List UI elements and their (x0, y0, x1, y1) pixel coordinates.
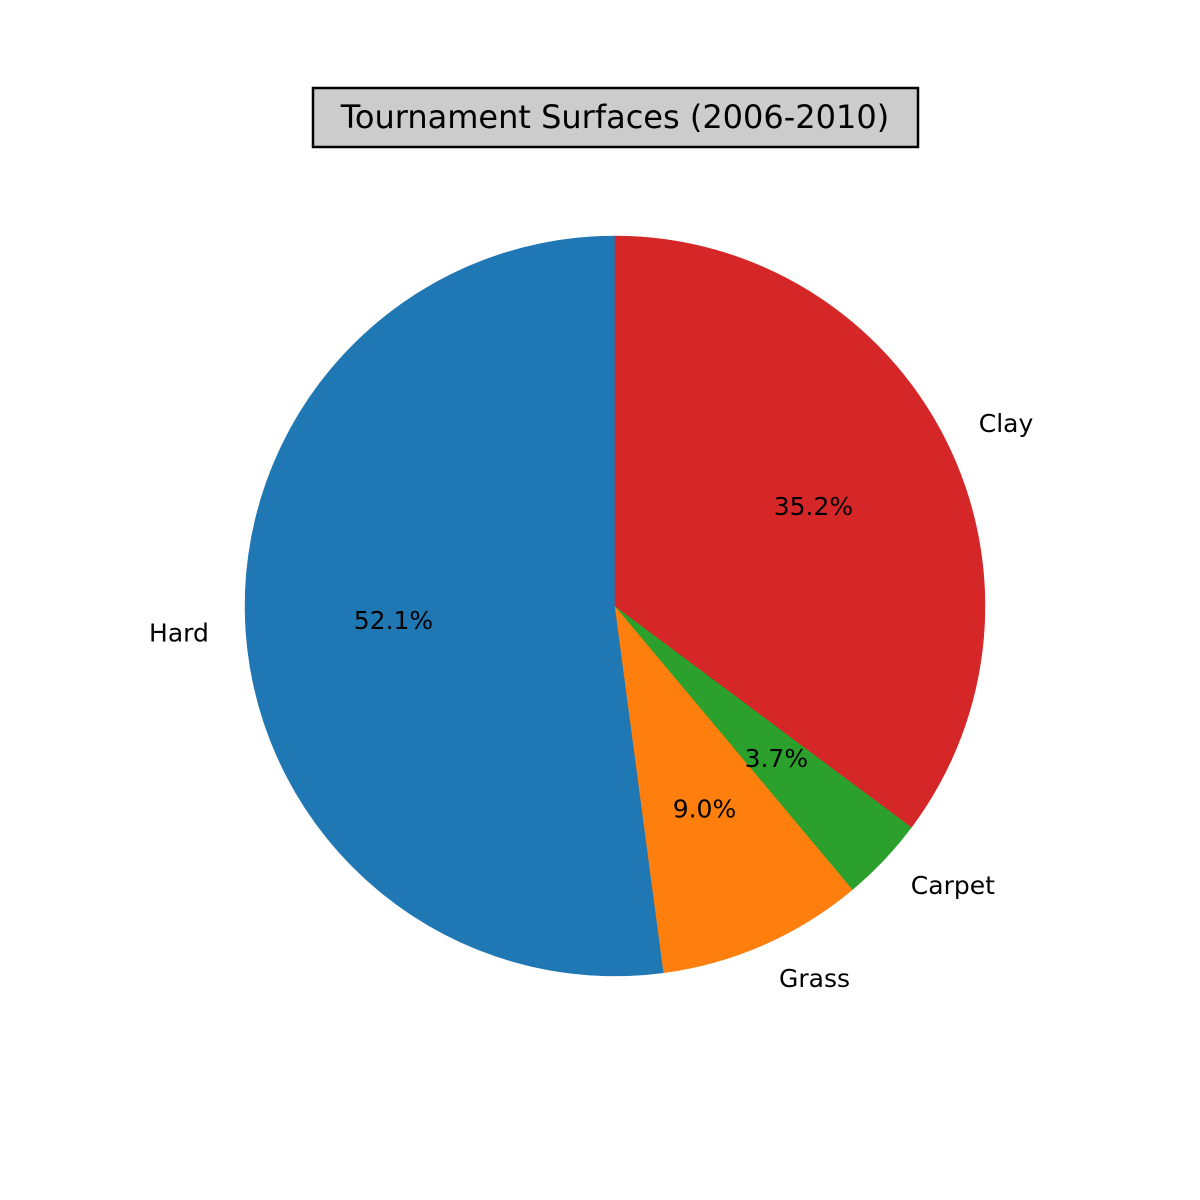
pct-label-hard: 52.1% (354, 606, 433, 635)
chart-title: Tournament Surfaces (2006-2010) (311, 86, 920, 149)
pct-label-carpet: 3.7% (745, 744, 809, 773)
pie-slice-clay (614, 235, 986, 828)
slice-label-grass: Grass (779, 964, 850, 993)
slice-labels: Hard Grass Carpet Clay (149, 409, 1033, 993)
percentage-labels: 52.1% 9.0% 3.7% 35.2% (354, 492, 853, 824)
slice-label-clay: Clay (979, 409, 1034, 438)
pct-label-grass: 9.0% (673, 795, 737, 824)
pie-slice-hard (244, 235, 664, 977)
slice-label-hard: Hard (149, 618, 209, 647)
pct-label-clay: 35.2% (774, 492, 853, 521)
chart-title-text: Tournament Surfaces (2006-2010) (340, 98, 889, 136)
pie-slices (244, 235, 986, 977)
pie-slice-grass (614, 605, 853, 974)
slice-label-carpet: Carpet (911, 871, 995, 900)
chart-title-box (311, 86, 920, 149)
